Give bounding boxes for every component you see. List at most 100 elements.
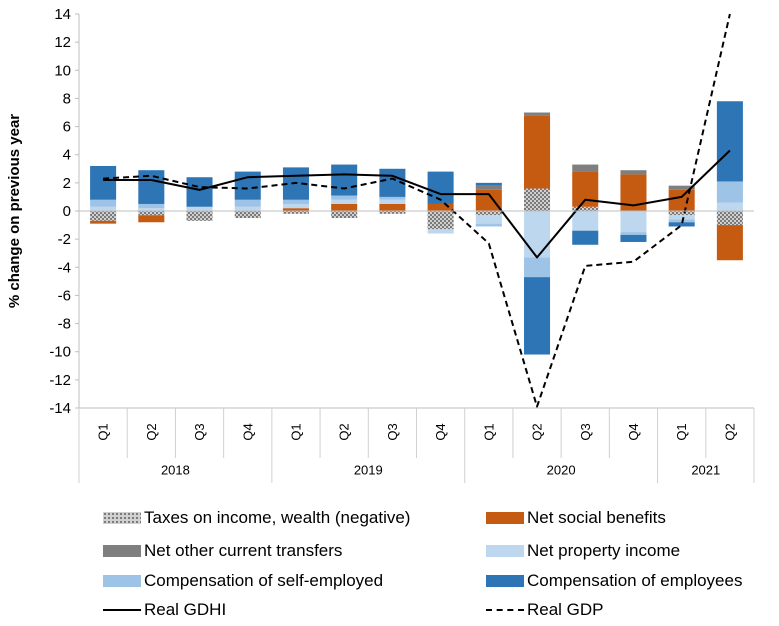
year-label: 2018 <box>161 463 190 478</box>
quarter-label: Q4 <box>433 423 448 440</box>
y-tick-label: 6 <box>63 119 71 136</box>
bar-net-property-income <box>90 206 117 211</box>
y-axis: -14 -12 -10 -8 -6 -4 -2 0 2 4 6 8 10 12 14 <box>49 6 80 417</box>
bar-net-social-benefits <box>282 208 309 211</box>
bar-compensation-of-employees <box>331 164 358 196</box>
legend-item-compensation-of-employees: Compensation of employees <box>486 570 742 592</box>
legend-label-net-property-income: Net property income <box>527 541 681 560</box>
legend-item-real-gdhi: Real GDHI <box>103 599 226 621</box>
bar-net-social-benefits <box>668 189 695 211</box>
legend-label-real-gdhi: Real GDHI <box>144 600 227 619</box>
y-tick-label: 10 <box>54 62 71 79</box>
legend-item-compensation-of-self-employed: Compensation of self-employed <box>103 570 383 592</box>
bar-compensation-of-self-employed <box>90 199 117 207</box>
legend-swatch-net-social-benefits <box>486 512 524 524</box>
bar-net-social-benefits <box>716 225 743 261</box>
legend-swatch-net-property-income <box>486 545 524 557</box>
bar-net-social-benefits <box>379 203 406 211</box>
bar-taxes-on-income-wealth-negative <box>331 211 358 219</box>
quarter-label: Q3 <box>385 423 400 440</box>
legend-item-net-property-income: Net property income <box>486 540 680 562</box>
bar-compensation-of-employees <box>427 171 454 204</box>
legend-label-net-other-current-transfers: Net other current transfers <box>144 541 343 560</box>
bar-net-social-benefits <box>427 203 454 211</box>
bar-compensation-of-employees <box>90 165 117 200</box>
legend-item-real-gdp: Real GDP <box>486 599 604 621</box>
bar-net-social-benefits <box>90 220 117 224</box>
bar-net-property-income <box>524 211 551 258</box>
quarter-label: Q3 <box>192 423 207 440</box>
bar-compensation-of-employees <box>138 170 165 204</box>
bar-net-property-income <box>138 208 165 211</box>
year-label: 2021 <box>691 463 720 478</box>
quarter-label: Q2 <box>722 423 737 440</box>
bar-net-property-income <box>475 215 502 224</box>
bar-compensation-of-self-employed <box>282 199 309 204</box>
bar-compensation-of-self-employed <box>524 257 551 278</box>
legend-label-taxes: Taxes on income, wealth (negative) <box>144 508 411 527</box>
bar-compensation-of-employees <box>668 222 695 227</box>
legend-swatch-real-gdhi <box>103 609 141 611</box>
y-tick-label: 14 <box>54 6 71 23</box>
bar-compensation-of-employees <box>716 101 743 182</box>
quarter-label: Q2 <box>337 423 352 440</box>
bar-net-property-income <box>668 215 695 220</box>
bar-taxes-on-income-wealth-negative <box>427 211 454 230</box>
legend-swatch-compensation-of-self-employed <box>103 575 141 587</box>
bar-net-social-benefits <box>524 115 551 189</box>
bar-compensation-of-employees <box>524 277 551 355</box>
bar-compensation-of-self-employed <box>716 181 743 203</box>
chart: % change on previous year -14 -12 -10 -8 -6 -… <box>6 6 755 483</box>
bars <box>90 101 743 355</box>
quarter-label: Q3 <box>578 423 593 440</box>
quarter-label: Q4 <box>626 423 641 440</box>
bar-compensation-of-employees <box>234 171 261 200</box>
x-axis: Q1 Q2 Q3 Q4 Q1 Q2 Q3 Q4 Q1 Q2 Q3 Q4 Q1 Q2 2018 2019 2020… <box>78 210 755 483</box>
y-tick-label: -12 <box>49 372 71 389</box>
bar-net-property-income <box>427 229 454 234</box>
y-axis-title: % change on previous year <box>6 114 23 308</box>
bar-compensation-of-self-employed <box>475 223 502 227</box>
bar-taxes-on-income-wealth-negative <box>234 211 261 219</box>
y-tick-label: 4 <box>63 147 71 164</box>
legend-item-taxes: Taxes on income, wealth (negative) <box>103 507 410 529</box>
bar-compensation-of-self-employed <box>138 203 165 209</box>
y-tick-label: -8 <box>58 316 71 333</box>
legend-label-compensation-of-self-employed: Compensation of self-employed <box>144 571 384 590</box>
bar-net-property-income <box>186 206 213 211</box>
legend-label-real-gdp: Real GDP <box>527 600 604 619</box>
quarter-label: Q2 <box>530 423 545 440</box>
bar-compensation-of-employees <box>475 182 502 186</box>
legend-item-net-social-benefits: Net social benefits <box>486 507 666 529</box>
bar-compensation-of-self-employed <box>331 195 358 200</box>
y-tick-label: 2 <box>63 175 71 192</box>
bar-net-property-income <box>572 211 599 231</box>
legend-swatch-taxes <box>103 512 141 524</box>
y-tick-label: 8 <box>63 90 71 107</box>
legend-label-compensation-of-employees: Compensation of employees <box>527 571 743 590</box>
bar-taxes-on-income-wealth-negative <box>186 211 213 221</box>
bar-compensation-of-employees <box>572 230 599 245</box>
legend-swatch-net-other-current-transfers <box>103 545 141 557</box>
bar-compensation-of-self-employed <box>620 232 647 235</box>
y-tick-label: -10 <box>49 344 71 361</box>
y-tick-label: -6 <box>58 287 71 304</box>
bar-net-social-benefits <box>138 215 165 223</box>
bar-taxes-on-income-wealth-negative <box>138 211 165 216</box>
quarter-label: Q2 <box>144 423 159 440</box>
bar-compensation-of-self-employed <box>379 196 406 200</box>
bar-taxes-on-income-wealth-negative <box>716 211 743 226</box>
legend-label-net-social-benefits: Net social benefits <box>527 508 666 527</box>
bar-taxes-on-income-wealth-negative <box>475 211 502 216</box>
lines <box>103 13 731 408</box>
bar-net-other-current-transfers <box>620 170 647 175</box>
bar-net-property-income <box>282 203 309 209</box>
bar-net-social-benefits <box>475 189 502 211</box>
y-tick-label: -14 <box>49 400 71 417</box>
bar-net-property-income <box>379 199 406 204</box>
bar-net-social-benefits <box>331 203 358 211</box>
y-tick-label: 12 <box>54 34 71 51</box>
bar-net-other-current-transfers <box>524 112 551 116</box>
y-tick-label: -4 <box>58 259 71 276</box>
line-real-gdp <box>103 13 731 408</box>
